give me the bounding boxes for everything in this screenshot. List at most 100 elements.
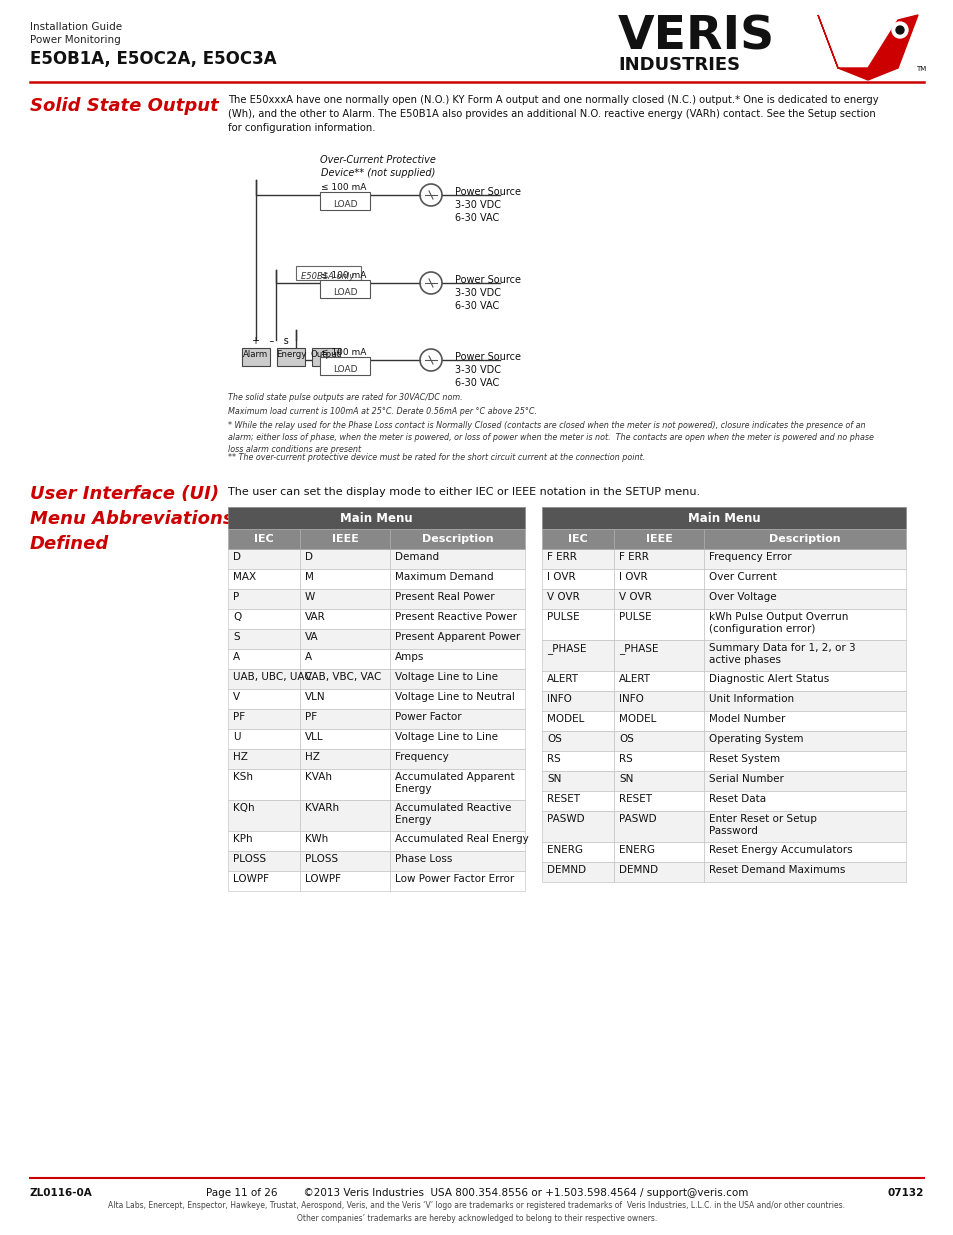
Bar	[703, 751, 905, 771]
Text: Operating System: Operating System	[708, 734, 802, 743]
Text: A: A	[233, 652, 240, 662]
Bar	[614, 751, 703, 771]
Bar	[228, 550, 299, 569]
Bar	[228, 709, 299, 729]
Bar	[614, 842, 703, 862]
Bar	[541, 790, 614, 811]
Text: User Interface (UI)
Menu Abbreviations
Defined: User Interface (UI) Menu Abbreviations D…	[30, 485, 233, 553]
Text: Accumulated Reactive
Energy: Accumulated Reactive Energy	[395, 803, 511, 825]
Text: PLOSS: PLOSS	[233, 853, 266, 864]
Text: Q: Q	[233, 613, 241, 622]
Text: Present Apparent Power: Present Apparent Power	[395, 632, 519, 642]
Bar	[390, 769, 524, 800]
Bar	[541, 671, 614, 692]
Text: Frequency: Frequency	[395, 752, 448, 762]
Text: D: D	[233, 552, 241, 562]
Bar	[299, 550, 390, 569]
Text: The user can set the display mode to either IEC or IEEE notation in the SETUP me: The user can set the display mode to eit…	[228, 487, 700, 496]
Bar	[390, 589, 524, 609]
Text: Reset System: Reset System	[708, 755, 780, 764]
Bar	[228, 689, 299, 709]
Text: Phase Loss: Phase Loss	[395, 853, 452, 864]
Bar	[390, 569, 524, 589]
Bar	[390, 800, 524, 831]
Text: Solid State Output: Solid State Output	[30, 98, 218, 115]
Bar	[228, 729, 299, 748]
Text: Power Source
3-30 VDC
6-30 VAC: Power Source 3-30 VDC 6-30 VAC	[455, 275, 520, 311]
Polygon shape	[817, 15, 917, 80]
Bar	[541, 751, 614, 771]
Text: ≤ 100 mA: ≤ 100 mA	[321, 270, 366, 280]
Text: F ERR: F ERR	[546, 552, 577, 562]
Text: Maximum load current is 100mA at 25°C. Derate 0.56mA per °C above 25°C.: Maximum load current is 100mA at 25°C. D…	[228, 408, 537, 416]
Bar	[614, 640, 703, 671]
Bar	[614, 731, 703, 751]
Text: KWh: KWh	[305, 834, 328, 844]
Text: Main Menu: Main Menu	[340, 511, 413, 525]
Bar	[312, 348, 339, 366]
Bar	[541, 862, 614, 882]
Text: I OVR: I OVR	[618, 572, 647, 582]
Text: D: D	[305, 552, 313, 562]
Bar	[390, 650, 524, 669]
Text: Summary Data for 1, 2, or 3
active phases: Summary Data for 1, 2, or 3 active phase…	[708, 643, 855, 666]
Text: VA: VA	[305, 632, 318, 642]
Bar	[299, 609, 390, 629]
Text: RESET: RESET	[546, 794, 579, 804]
Text: KVAh: KVAh	[305, 772, 332, 782]
Bar	[228, 669, 299, 689]
Bar	[703, 731, 905, 751]
Bar	[541, 811, 614, 842]
Bar	[390, 729, 524, 748]
Text: Voltage Line to Neutral: Voltage Line to Neutral	[395, 692, 515, 701]
Text: Page 11 of 26        ©2013 Veris Industries  USA 800.354.8556 or +1.503.598.4564: Page 11 of 26 ©2013 Veris Industries USA…	[206, 1188, 747, 1198]
Text: E50B1A only: E50B1A only	[301, 272, 355, 282]
Bar	[614, 692, 703, 711]
Bar	[299, 748, 390, 769]
Bar	[299, 709, 390, 729]
Bar	[299, 851, 390, 871]
Text: I OVR: I OVR	[546, 572, 575, 582]
Bar	[614, 589, 703, 609]
Text: SN: SN	[546, 774, 560, 784]
Text: KPh: KPh	[233, 834, 253, 844]
Text: Enter Reset or Setup
Password: Enter Reset or Setup Password	[708, 814, 816, 836]
Text: Low Power Factor Error: Low Power Factor Error	[395, 874, 514, 884]
Bar	[541, 640, 614, 671]
Text: IEEE: IEEE	[645, 534, 672, 543]
Bar	[228, 871, 299, 890]
Text: Over Current: Over Current	[708, 572, 776, 582]
Text: PASWD: PASWD	[546, 814, 584, 824]
Bar	[541, 771, 614, 790]
Bar	[703, 529, 905, 550]
Text: PF: PF	[305, 713, 316, 722]
Bar	[390, 629, 524, 650]
Circle shape	[895, 26, 903, 35]
Bar	[703, 771, 905, 790]
Bar	[299, 629, 390, 650]
Text: VERIS: VERIS	[618, 15, 775, 61]
Bar	[614, 529, 703, 550]
Bar	[390, 689, 524, 709]
Bar	[299, 689, 390, 709]
Bar	[703, 862, 905, 882]
Bar	[228, 629, 299, 650]
Text: Over-Current Protective
Device** (not supplied): Over-Current Protective Device** (not su…	[319, 156, 436, 178]
Bar	[390, 871, 524, 890]
Bar	[614, 569, 703, 589]
Text: Reset Demand Maximums: Reset Demand Maximums	[708, 864, 844, 876]
Text: IEC: IEC	[568, 534, 587, 543]
Bar	[541, 609, 614, 640]
Bar	[228, 650, 299, 669]
Bar	[541, 589, 614, 609]
Text: Amps: Amps	[395, 652, 424, 662]
Text: VLL: VLL	[305, 732, 323, 742]
Text: RESET: RESET	[618, 794, 651, 804]
Bar	[299, 669, 390, 689]
Text: Energy: Energy	[275, 350, 306, 359]
Text: W: W	[305, 592, 314, 601]
Text: The E50xxxA have one normally open (N.O.) KY Form A output and one normally clos: The E50xxxA have one normally open (N.O.…	[228, 95, 878, 133]
Bar	[541, 842, 614, 862]
Text: LOWPF: LOWPF	[305, 874, 340, 884]
Text: VAB, VBC, VAC: VAB, VBC, VAC	[305, 672, 381, 682]
